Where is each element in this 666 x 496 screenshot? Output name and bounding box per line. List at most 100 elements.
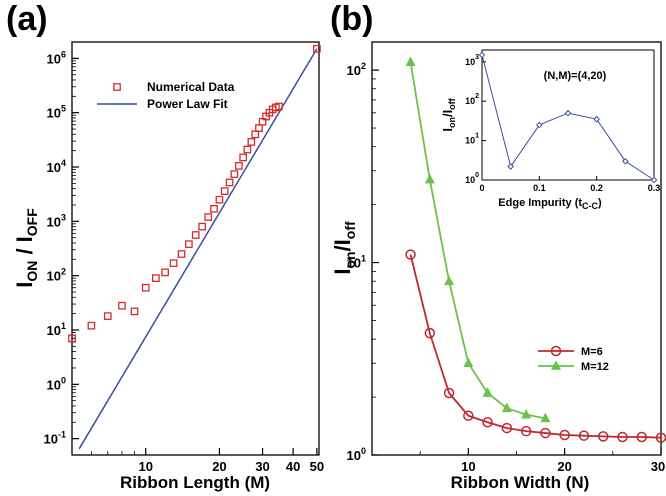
data-point-31 [313,44,321,53]
legend-M=6-marker [550,345,562,357]
inset-point-1 [507,163,514,170]
panel-b-ytick-label-1-base: 10 [347,256,361,271]
panel-a-xtick-label-4: 50 [310,459,324,474]
series-M=12-point-1 [424,173,435,184]
data-point-24 [255,124,263,132]
data-point-11 [191,231,200,239]
inset-ylabel: Ion/Ioff [440,97,457,131]
series-M=12-point-5 [501,402,512,413]
series-M=12-point-2 [444,275,455,286]
legend-power-law-fit-label: Power Law Fit [147,97,228,111]
inset-ytick-label-1: 101 [465,133,479,146]
series-M=12-line [409,62,546,420]
panel-a-ytick-label-4: 103 [47,212,66,229]
panel-a-series [68,44,321,450]
data-point-23 [251,130,260,139]
panel-b-ytick-label-2: 102 [347,61,366,78]
data-point-7 [161,268,169,277]
inset-ytick-label-0-base: 10 [465,175,475,185]
panel-a-xtick-label-2: 30 [255,459,269,474]
panel-a-ytick-label-4-exp: 3 [61,212,66,222]
inset-point-3 [564,109,572,117]
panel-b-ylabel-sub2: off [342,221,358,239]
panel-b-ylabel-sub1: on [342,251,358,268]
inset-ytick-label-2-exp: 2 [475,93,479,100]
inset-ytick-label-1-exp: 1 [475,133,479,140]
panel-b-legend: M=6 M=12 [538,345,609,373]
panel-b-xtick-label-2: 30 [651,459,665,474]
inset-ytick-label-0: 100 [465,172,479,185]
series-M=6-point-3 [463,410,474,421]
panel-b-ylabel: Ion/Ioff [330,221,358,275]
series-M=6-point-1 [424,327,436,339]
panel-a-ylabel-sub1: ON [24,261,40,282]
data-point-0 [68,334,76,343]
inset-ytick-label-1-base: 10 [465,136,475,146]
inset-series [478,51,658,184]
data-point-10 [184,240,193,249]
inset-xlabel-end: ) [598,197,602,209]
panel-a-ytick-label-6-exp: 5 [61,104,66,114]
panel-b-xtick-label-0: 10 [461,459,475,474]
panel-a-ylabel-sep: / I [12,236,37,260]
inset-point-2 [536,121,543,129]
data-point-9 [177,250,186,258]
data-point-19 [234,162,243,170]
panel-a-xlabel: Ribbon Length (M) [120,473,270,492]
data-point-13 [204,213,213,221]
inset-ytick-label-0-exp: 0 [475,172,479,179]
panel-b-xtick-label-1: 20 [557,459,571,474]
series-M=6-point-6 [520,425,532,437]
inset-xlabel-sub: C-C [582,201,598,211]
panel-a-ytick-label-2: 101 [47,321,66,338]
inset-ytick-label-2: 102 [465,93,479,106]
inset-ylabel-sep: /I [440,110,455,117]
panel-a-ytick-label-5: 104 [47,158,66,175]
data-point-14 [210,204,218,213]
panel-a-ytick-label-2-exp: 1 [61,321,66,331]
panel-a-ytick-label-0-exp: -1 [58,430,66,440]
panel-b-ylabel-main: I [330,269,355,275]
data-point-1 [87,321,96,330]
series-M=12-point-0 [405,56,416,67]
panel-a-ytick-label-3-exp: 2 [61,267,66,277]
panel-b-ytick-label-2-exp: 2 [361,61,366,71]
power-law-fit-line [78,48,318,450]
series-M=6-point-8 [559,429,570,441]
data-point-22 [247,138,256,146]
data-point-2 [103,312,112,320]
legend-M=12-marker [550,360,562,370]
panel-a-ylabel-sub2: OFF [24,208,40,236]
series-M=6-point-5 [501,422,513,434]
legend-M=12-label: M=12 [581,361,609,373]
inset-ylabel-sub1: on [447,117,457,128]
data-point-20 [239,153,248,162]
panel-b-ytick-label-1-exp: 1 [361,254,366,264]
data-point-12 [198,222,207,231]
panel-b-ytick-label-2-base: 10 [347,63,361,78]
data-point-6 [152,274,160,282]
series-M=6-point-10 [597,431,609,442]
series-M=6-point-11 [617,431,628,443]
legend-M=6-label: M=6 [581,346,603,358]
series-M=6-point-4 [482,416,493,428]
series-M=6-point-12 [636,431,647,443]
series-M=12-point-6 [521,408,532,419]
panel-a-ytick-label-1-exp: 0 [61,375,66,385]
inset-point-4 [593,115,600,123]
panel-b-ytick-label-0: 100 [347,446,366,463]
panel-a-ylabel-main: I [12,282,37,288]
data-point-4 [130,307,139,316]
panel-a-ytick-label-5-exp: 4 [61,158,66,168]
inset-ytick-label-2-base: 10 [465,96,475,106]
inset-xtick-label-0: 0 [479,183,484,193]
data-point-15 [215,195,224,204]
panel-a-ytick-label-0: 10-1 [44,430,66,447]
